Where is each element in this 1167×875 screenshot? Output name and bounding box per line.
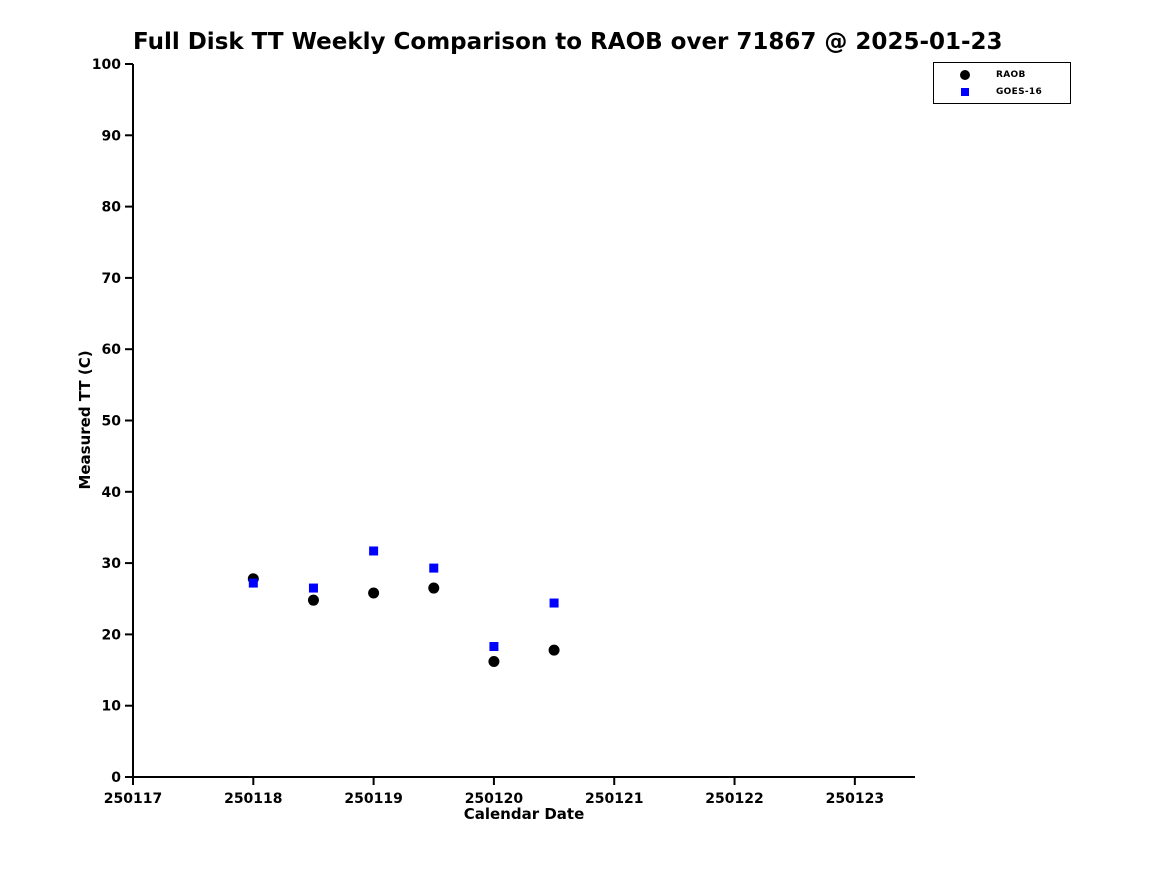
y-tick-label: 50 (102, 414, 122, 430)
goes-16-point (248, 578, 258, 588)
y-tick-label: 90 (102, 128, 122, 144)
y-tick-label: 30 (102, 556, 122, 572)
raob-point (488, 655, 500, 667)
x-tick-label: 250121 (585, 791, 643, 807)
x-axis-label: Calendar Date (463, 805, 585, 823)
raob-legend-marker-icon (960, 69, 970, 80)
legend-item-raob: RAOB (934, 66, 1070, 83)
y-axis-label: Measured TT (C) (76, 350, 94, 490)
x-tick-label: 250119 (344, 791, 402, 807)
y-tick-label: 80 (102, 200, 122, 216)
x-tick-label: 250120 (465, 791, 524, 807)
goes-16-point (489, 642, 499, 652)
raob-point (368, 587, 380, 599)
legend-label-raob: RAOB (996, 69, 1026, 80)
y-tick-label: 0 (111, 770, 121, 786)
y-tick-label: 70 (102, 271, 122, 287)
y-tick-label: 60 (102, 342, 122, 358)
y-tick-label: 100 (92, 57, 121, 73)
y-tick-label: 20 (102, 627, 122, 643)
x-tick-label: 250118 (224, 791, 282, 807)
raob-point (307, 594, 319, 606)
legend-marker-cell (934, 87, 996, 96)
y-tick-label: 10 (102, 699, 122, 715)
raob-point (428, 582, 440, 594)
chart-title: Full Disk TT Weekly Comparison to RAOB o… (133, 29, 1003, 55)
goes-16-point (429, 563, 439, 573)
legend-label-goes-16: GOES-16 (996, 86, 1043, 97)
legend: RAOB GOES-16 (933, 62, 1071, 104)
goes-16-legend-marker-icon (961, 87, 969, 96)
goes-16-point (549, 598, 559, 608)
goes-16-point (369, 546, 379, 556)
legend-item-goes-16: GOES-16 (934, 83, 1070, 100)
x-tick-label: 250122 (705, 791, 763, 807)
legend-marker-cell (934, 69, 996, 80)
y-tick-label: 40 (102, 485, 122, 501)
raob-point (548, 644, 560, 656)
x-tick-label: 250117 (104, 791, 162, 807)
goes-16-point (308, 583, 318, 593)
x-tick-label: 250123 (826, 791, 884, 807)
